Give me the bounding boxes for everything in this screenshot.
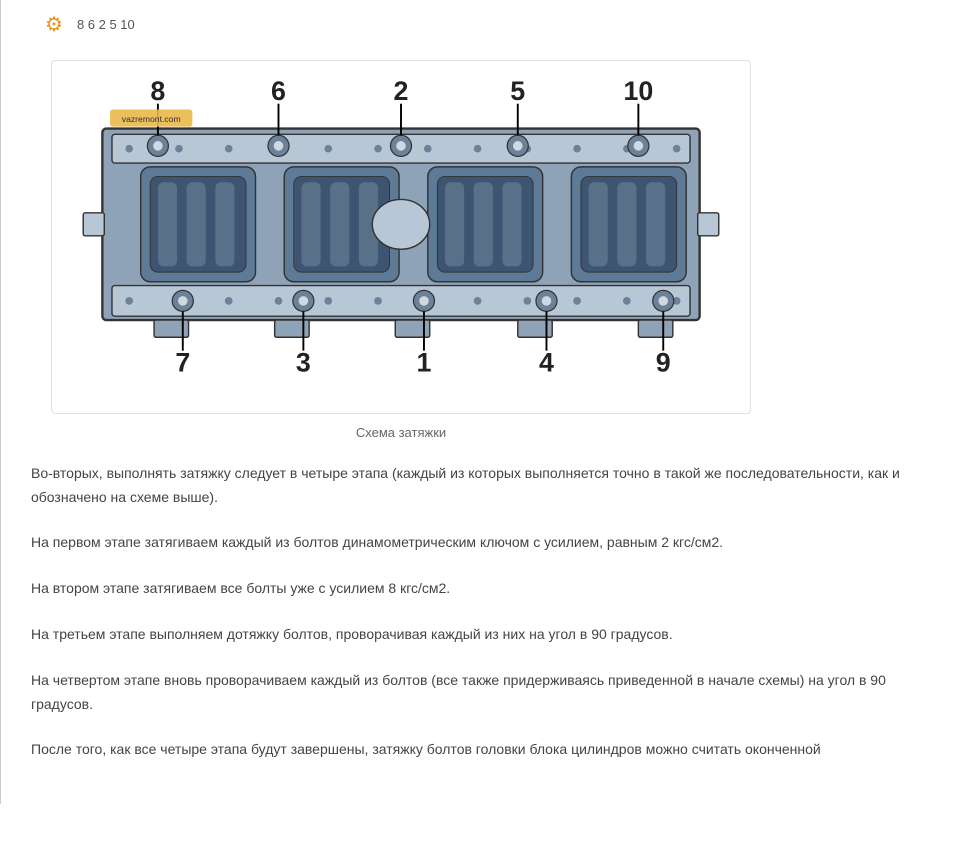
- paragraph: На третьем этапе выполняем дотяжку болто…: [31, 623, 921, 647]
- svg-text:3: 3: [296, 348, 311, 378]
- svg-text:7: 7: [175, 348, 190, 378]
- svg-text:vazremont.com: vazremont.com: [122, 114, 181, 124]
- figure-block: 8 6 2 5 10 7 3 1 4 9 vazremont.com Схема затяжки: [51, 60, 751, 444]
- svg-text:4: 4: [539, 348, 554, 378]
- figure-caption: Схема затяжки: [51, 422, 751, 444]
- article-content: Во-вторых, выполнять затяжку следует в ч…: [1, 462, 961, 804]
- svg-text:8: 8: [150, 76, 165, 106]
- torque-diagram: 8 6 2 5 10 7 3 1 4 9 vazremont.com: [66, 75, 736, 391]
- paragraph: После того, как все четыре этапа будут з…: [31, 738, 921, 762]
- header-numbers: 8 6 2 5 10: [77, 14, 135, 36]
- svg-text:6: 6: [271, 76, 286, 106]
- svg-text:1: 1: [417, 348, 432, 378]
- diagram-frame: 8 6 2 5 10 7 3 1 4 9 vazremont.com: [51, 60, 751, 414]
- svg-text:5: 5: [510, 76, 525, 106]
- svg-text:2: 2: [394, 76, 409, 106]
- paragraph: На четвертом этапе вновь проворачиваем к…: [31, 669, 921, 717]
- paragraph: На втором этапе затягиваем все болты уже…: [31, 577, 921, 601]
- paragraph: Во-вторых, выполнять затяжку следует в ч…: [31, 462, 921, 510]
- svg-text:10: 10: [623, 76, 653, 106]
- header-row: ⚙ 8 6 2 5 10: [1, 0, 961, 50]
- gear-icon: ⚙: [45, 8, 63, 42]
- svg-text:9: 9: [656, 348, 671, 378]
- paragraph: На первом этапе затягиваем каждый из бол…: [31, 531, 921, 555]
